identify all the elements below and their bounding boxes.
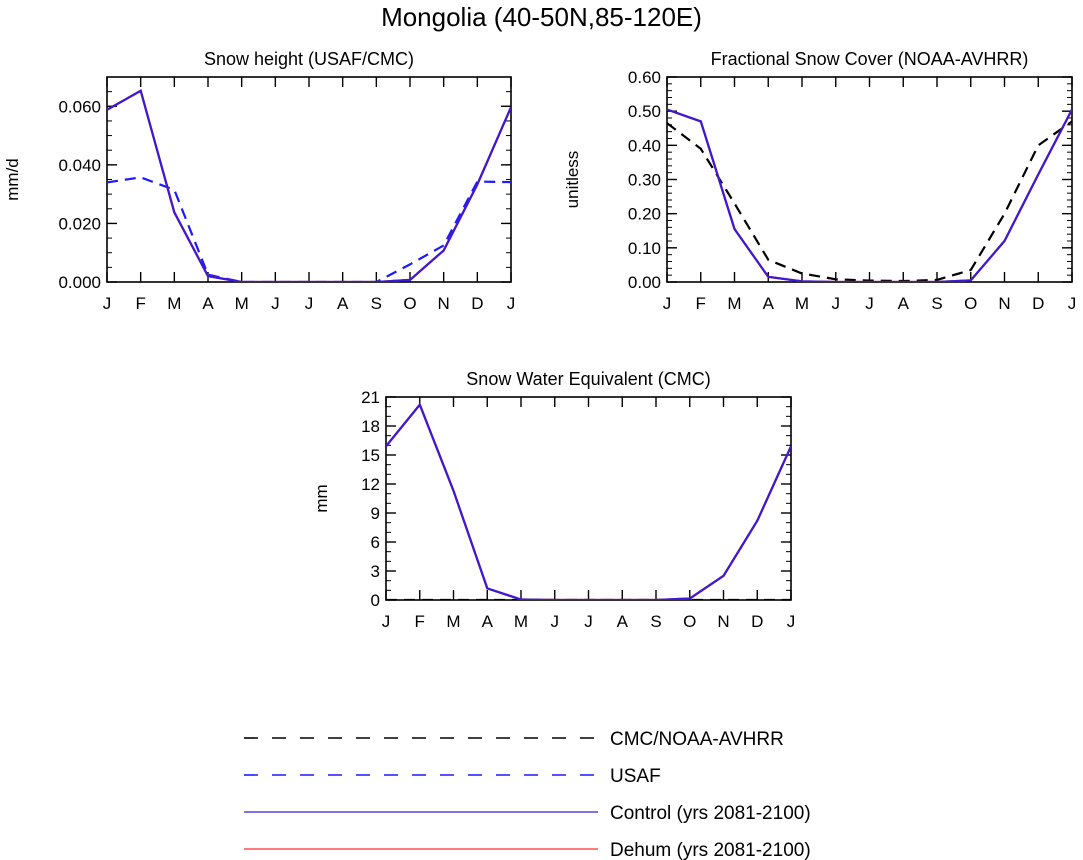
y-tick-label: 0.60 xyxy=(628,68,661,87)
figure-title: Mongolia (40-50N,85-120E) xyxy=(381,2,702,32)
x-tick-label: S xyxy=(650,612,661,631)
x-tick-label: A xyxy=(763,294,775,313)
fractional-snow-cover-series-cmc-noaa-avhrr xyxy=(667,120,1072,282)
x-tick-label: J xyxy=(507,294,516,313)
fractional-snow-cover-series-dehum-yrs-2081-2100 xyxy=(667,108,1072,282)
y-tick-label: 0.060 xyxy=(58,97,101,116)
legend: CMC/NOAA-AVHRR USAF Control (yrs 2081-2100… xyxy=(244,729,811,860)
x-tick-label: D xyxy=(751,612,763,631)
y-tick-label: 0 xyxy=(371,591,380,610)
x-tick-label: J xyxy=(305,294,314,313)
x-tick-label: D xyxy=(1032,294,1044,313)
x-tick-label: O xyxy=(964,294,977,313)
legend-label-dehum-yrs-2081-2100: Dehum (yrs 2081-2100) xyxy=(610,840,811,860)
x-tick-label: M xyxy=(727,294,741,313)
x-tick-label: A xyxy=(482,612,494,631)
snow-water-equivalent-title: Snow Water Equivalent (CMC) xyxy=(466,369,710,389)
x-tick-label: A xyxy=(898,294,910,313)
y-tick-label: 0.000 xyxy=(58,273,101,292)
x-tick-label: J xyxy=(787,612,796,631)
x-tick-label: J xyxy=(103,294,112,313)
fractional-snow-cover-title: Fractional Snow Cover (NOAA-AVHRR) xyxy=(711,49,1029,69)
y-tick-label: 21 xyxy=(361,388,380,407)
y-tick-label: 0.30 xyxy=(628,171,661,190)
y-tick-label: 0.50 xyxy=(628,102,661,121)
y-tick-label: 0.40 xyxy=(628,136,661,155)
legend-label-control-yrs-2081-2100: Control (yrs 2081-2100) xyxy=(610,803,811,824)
snow-water-equivalent-series-dehum-yrs-2081-2100 xyxy=(386,402,791,600)
x-tick-label: M xyxy=(795,294,809,313)
snow-water-equivalent-panel: 0 3 6 9 12 15 18 21 J F M A M J J A S O N D J Snow Water Equi… xyxy=(312,369,795,631)
fractional-snow-cover-series-control-yrs-2081-2100 xyxy=(667,108,1072,282)
x-tick-label: J xyxy=(663,294,672,313)
x-tick-label: D xyxy=(471,294,483,313)
snow-height-plot-frame xyxy=(106,76,512,283)
x-tick-label: S xyxy=(371,294,382,313)
x-tick-label: J xyxy=(551,612,560,631)
x-tick-label: N xyxy=(717,612,729,631)
y-tick-label: 0.00 xyxy=(628,273,661,292)
snow-height-y-axis-label: mm/d xyxy=(3,158,22,201)
fractional-snow-cover-y-axis-label: unitless xyxy=(563,151,582,209)
y-tick-label: 0.020 xyxy=(58,214,101,233)
x-tick-label: M xyxy=(514,612,528,631)
x-tick-label: O xyxy=(683,612,696,631)
snow-water-equivalent-y-axis-label: mm xyxy=(312,484,331,512)
x-tick-label: J xyxy=(382,612,391,631)
x-tick-label: J xyxy=(1068,294,1077,313)
y-tick-label: 0.040 xyxy=(58,156,101,175)
x-tick-label: A xyxy=(337,294,349,313)
x-tick-label: F xyxy=(415,612,425,631)
x-tick-label: A xyxy=(202,294,214,313)
snow-water-equivalent-series-control-yrs-2081-2100 xyxy=(386,402,791,600)
x-tick-label: J xyxy=(584,612,593,631)
legend-label-cmc-noaa-avhrr: CMC/NOAA-AVHRR xyxy=(610,729,784,750)
y-tick-label: 0.20 xyxy=(628,205,661,224)
y-tick-label: 18 xyxy=(361,417,380,436)
x-tick-label: F xyxy=(696,294,706,313)
x-tick-label: J xyxy=(832,294,841,313)
y-tick-label: 0.10 xyxy=(628,239,661,258)
x-tick-label: J xyxy=(865,294,874,313)
snow-water-equivalent-plot-frame xyxy=(385,396,792,601)
snow-height-series-usaf xyxy=(107,176,511,282)
legend-label-usaf: USAF xyxy=(610,766,661,787)
y-tick-label: 12 xyxy=(361,475,380,494)
x-tick-label: M xyxy=(446,612,460,631)
x-tick-label: A xyxy=(617,612,629,631)
x-tick-label: O xyxy=(403,294,416,313)
x-tick-label: N xyxy=(438,294,450,313)
x-tick-label: S xyxy=(931,294,942,313)
y-tick-label: 15 xyxy=(361,446,380,465)
fractional-snow-cover-plot-frame xyxy=(666,76,1073,283)
snow-height-title: Snow height (USAF/CMC) xyxy=(204,49,414,69)
x-tick-label: J xyxy=(271,294,280,313)
y-tick-label: 3 xyxy=(371,562,380,581)
snow-height-panel: 0.000 0.020 0.040 0.060 J F M A M J J A S O N D J Snow he… xyxy=(3,49,515,313)
x-tick-label: N xyxy=(998,294,1010,313)
fractional-snow-cover-panel: 0.00 0.10 0.20 0.30 0.40 0.50 0.60 J F M A M J J A S O N D… xyxy=(563,49,1076,313)
x-tick-label: F xyxy=(135,294,145,313)
x-tick-label: M xyxy=(167,294,181,313)
y-tick-label: 9 xyxy=(371,504,380,523)
x-tick-label: M xyxy=(235,294,249,313)
snow-height-series-control-yrs-2081-2100 xyxy=(107,89,511,282)
y-tick-label: 6 xyxy=(371,533,380,552)
